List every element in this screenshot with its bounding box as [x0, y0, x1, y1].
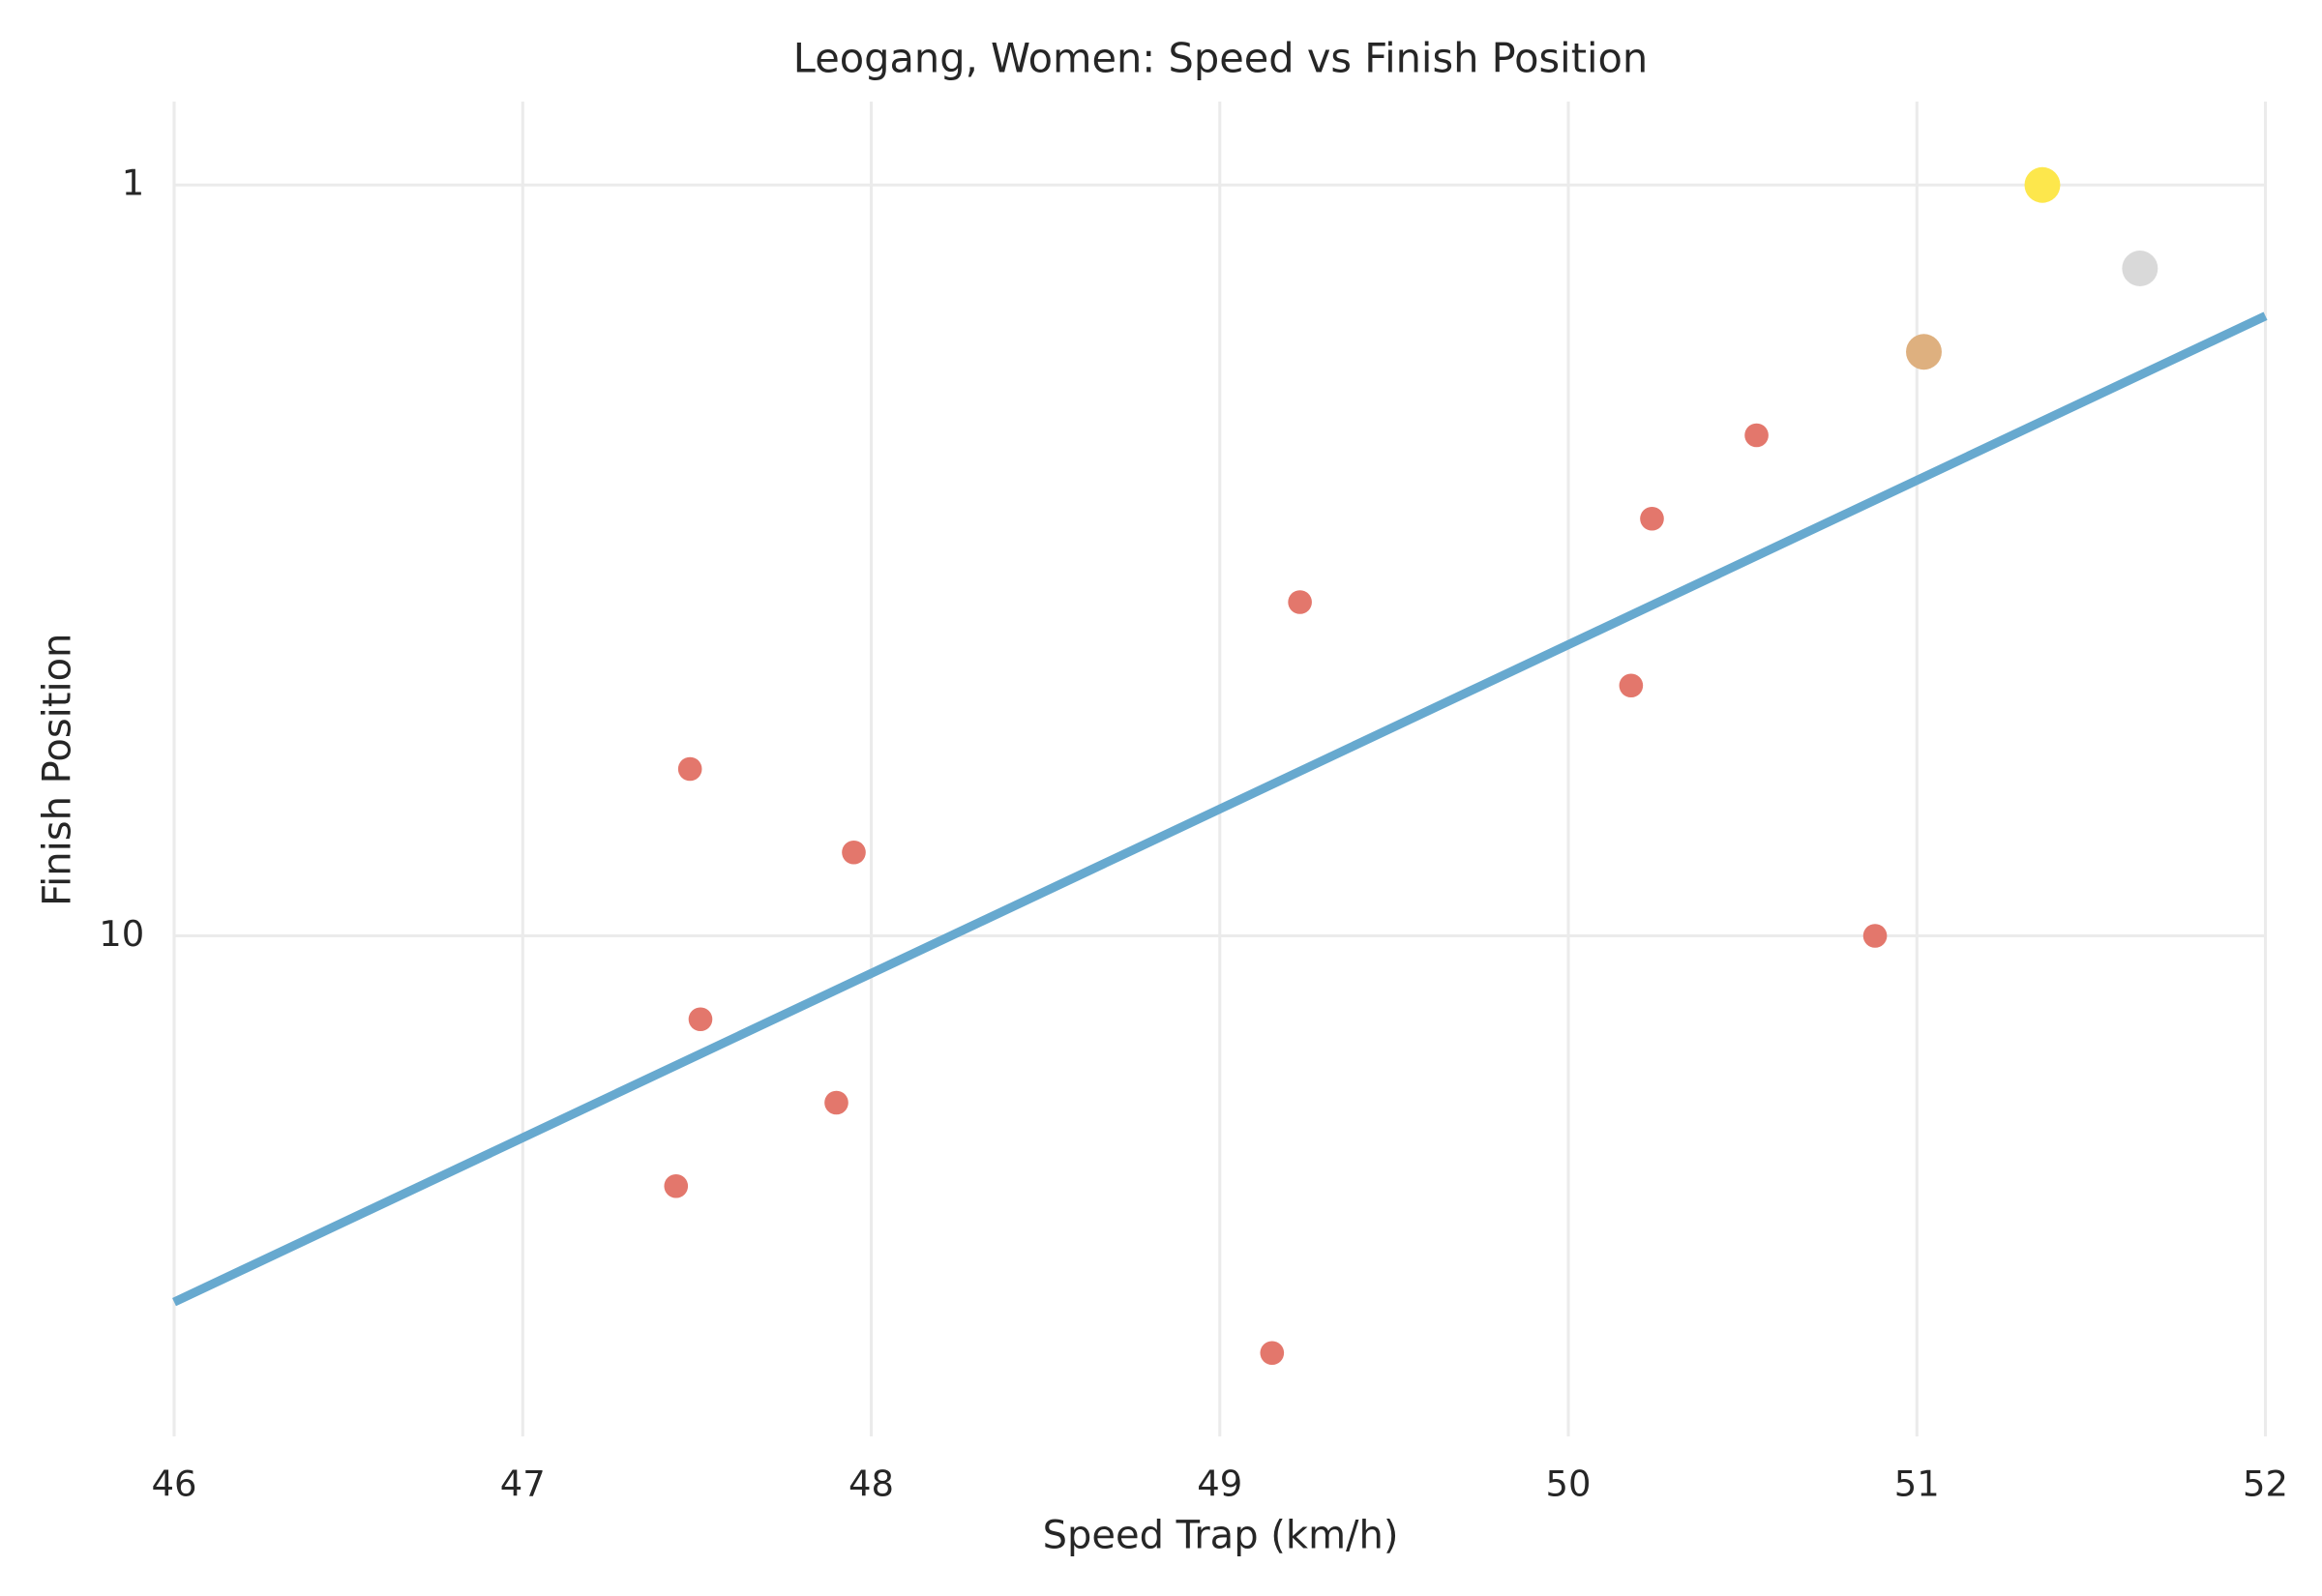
data-point: [824, 1090, 848, 1115]
chart-title: Leogang, Women: Speed vs Finish Position: [793, 34, 1648, 81]
x-tick-label: 46: [152, 1463, 197, 1504]
x-tick-label: 47: [500, 1463, 546, 1504]
data-point: [2024, 166, 2061, 203]
data-point: [1288, 590, 1312, 614]
data-point: [1744, 423, 1769, 448]
data-point: [842, 840, 866, 865]
x-axis-label: Speed Trap (km/h): [1043, 1514, 1399, 1558]
data-point: [2122, 251, 2158, 286]
data-point: [1619, 673, 1644, 698]
y-tick-label: 10: [99, 913, 144, 955]
x-tick-label: 48: [848, 1463, 894, 1504]
data-point: [1260, 1341, 1285, 1366]
data-point: [677, 756, 702, 782]
trend-line: [172, 311, 2268, 1307]
x-tick-label: 50: [1546, 1463, 1592, 1504]
x-tick-label: 51: [1894, 1463, 1940, 1504]
x-tick-label: 49: [1197, 1463, 1242, 1504]
data-point: [1640, 506, 1664, 531]
data-point: [688, 1007, 713, 1032]
y-tick-label: 1: [122, 163, 144, 204]
data-point: [1862, 924, 1888, 948]
data-point: [664, 1173, 689, 1198]
x-tick-label: 52: [2243, 1463, 2288, 1504]
y-axis-label: Finish Position: [36, 634, 80, 906]
data-point: [1906, 334, 1942, 370]
